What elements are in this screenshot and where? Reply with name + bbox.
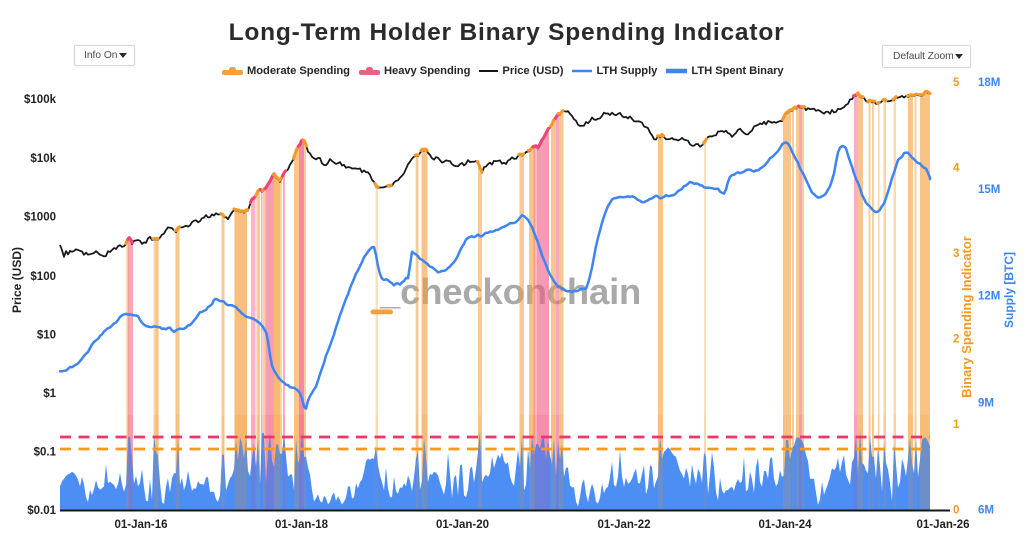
svg-text:$100: $100 xyxy=(30,271,56,283)
svg-text:9M: 9M xyxy=(978,398,994,410)
svg-text:$1000: $1000 xyxy=(24,212,56,224)
svg-text:2: 2 xyxy=(953,334,959,346)
svg-text:12M: 12M xyxy=(978,291,1000,303)
svg-text:01-Jan-24: 01-Jan-24 xyxy=(758,519,812,531)
svg-text:Binary Spending Indicator: Binary Spending Indicator xyxy=(959,236,974,398)
svg-text:$10: $10 xyxy=(37,330,56,342)
svg-text:0: 0 xyxy=(953,505,959,517)
svg-text:Supply [BTC]: Supply [BTC] xyxy=(1002,252,1016,328)
svg-text:Price (USD): Price (USD) xyxy=(10,247,24,313)
svg-text:5: 5 xyxy=(953,77,960,89)
svg-text:$10k: $10k xyxy=(30,153,56,165)
svg-text:6M: 6M xyxy=(978,505,994,517)
svg-text:01-Jan-16: 01-Jan-16 xyxy=(114,519,167,531)
svg-text:01-Jan-26: 01-Jan-26 xyxy=(916,519,969,531)
svg-text:01-Jan-18: 01-Jan-18 xyxy=(275,519,329,531)
svg-text:$100k: $100k xyxy=(24,94,57,106)
svg-text:4: 4 xyxy=(953,163,960,175)
svg-text:$1: $1 xyxy=(43,388,56,400)
svg-text:$0.1: $0.1 xyxy=(34,447,57,459)
svg-text:18M: 18M xyxy=(978,77,1000,89)
svg-text:$0.01: $0.01 xyxy=(27,505,56,517)
svg-text:01-Jan-22: 01-Jan-22 xyxy=(597,519,650,531)
svg-text:01-Jan-20: 01-Jan-20 xyxy=(436,519,489,531)
svg-text:3: 3 xyxy=(953,248,959,260)
svg-text:1: 1 xyxy=(953,419,960,431)
svg-text:15M: 15M xyxy=(978,184,1000,196)
